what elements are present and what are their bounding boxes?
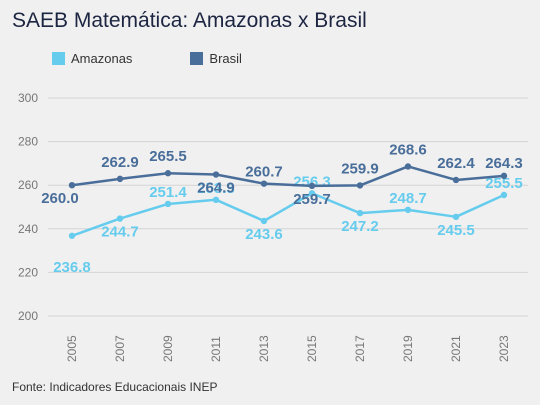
data-point-amazonas-2007 — [116, 215, 124, 222]
legend-label-brasil: Brasil — [209, 51, 242, 66]
x-tick-label-2021: 2021 — [449, 335, 463, 362]
x-tick-label-2005: 2005 — [65, 335, 79, 362]
data-point-amazonas-2013 — [260, 217, 268, 225]
x-tick-label-2023: 2023 — [497, 335, 511, 362]
y-tick-label-280: 280 — [18, 135, 38, 149]
data-label-amazonas-2023: 255.5 — [485, 175, 523, 192]
y-tick-label-220: 220 — [18, 265, 38, 279]
data-label-brasil-2017: 259.9 — [341, 160, 379, 177]
data-point-brasil-2013 — [260, 180, 268, 187]
data-label-brasil-2009: 265.5 — [149, 148, 187, 165]
data-label-amazonas-2013: 243.6 — [245, 226, 283, 243]
data-label-amazonas-2007: 244.7 — [101, 224, 139, 241]
chart-legend: Amazonas Brasil — [52, 51, 300, 66]
data-point-amazonas-2017 — [356, 209, 364, 217]
data-label-amazonas-2009: 251.4 — [149, 184, 187, 201]
legend-item-brasil[interactable]: Brasil — [190, 51, 242, 66]
y-tick-label-260: 260 — [18, 178, 38, 192]
data-point-brasil-2009 — [164, 170, 172, 177]
legend-swatch-brasil — [190, 52, 204, 65]
data-label-amazonas-2019: 248.7 — [389, 190, 427, 207]
data-point-brasil-2005 — [68, 182, 76, 189]
data-point-brasil-2021 — [452, 176, 460, 184]
data-point-brasil-2011 — [212, 171, 220, 178]
data-point-brasil-2023 — [500, 172, 508, 180]
data-point-amazonas-2019 — [404, 206, 412, 214]
data-label-brasil-2011: 264.9 — [197, 180, 235, 197]
y-tick-label-240: 240 — [18, 222, 38, 236]
x-tick-label-2011: 2011 — [209, 336, 223, 362]
data-point-brasil-2007 — [116, 175, 124, 183]
data-point-amazonas-2005 — [68, 232, 76, 239]
data-point-brasil-2017 — [356, 182, 364, 189]
y-tick-label-200: 200 — [18, 309, 38, 323]
legend-item-amazonas[interactable]: Amazonas — [52, 51, 132, 66]
x-tick-label-2007: 2007 — [113, 335, 127, 362]
x-tick-label-2019: 2019 — [401, 335, 415, 362]
series-line-brasil — [71, 165, 505, 188]
data-point-amazonas-2015 — [308, 190, 316, 197]
data-point-brasil-2015 — [308, 182, 316, 190]
data-label-brasil-2013: 260.7 — [245, 164, 283, 181]
x-tick-label-2009: 2009 — [161, 335, 175, 362]
data-point-amazonas-2009 — [164, 200, 172, 208]
data-label-brasil-2007: 262.9 — [101, 154, 139, 171]
x-tick-label-2015: 2015 — [305, 335, 319, 362]
x-tick-label-2017: 2017 — [353, 335, 367, 362]
source-note: Fonte: Indicadores Educacionais INEP — [12, 380, 218, 394]
x-tick-label-2013: 2013 — [257, 335, 271, 362]
data-label-amazonas-2017: 247.2 — [341, 218, 379, 235]
series-line-amazonas — [71, 192, 505, 237]
data-label-amazonas-2005: 236.8 — [53, 259, 91, 276]
data-label-brasil-2021: 262.4 — [437, 155, 475, 172]
y-tick-label-300: 300 — [18, 91, 38, 105]
legend-label-amazonas: Amazonas — [71, 51, 133, 66]
data-point-amazonas-2023 — [500, 191, 508, 199]
data-point-brasil-2019 — [404, 163, 412, 170]
data-label-brasil-2019: 268.6 — [389, 141, 427, 158]
data-label-amazonas-2011: 253.3 — [197, 180, 235, 197]
data-label-brasil-2005: 260.0 — [41, 190, 79, 207]
chart-title: SAEB Matemática: Amazonas x Brasil — [12, 9, 367, 32]
legend-swatch-amazonas — [52, 52, 65, 65]
data-label-brasil-2023: 264.3 — [485, 155, 523, 172]
data-point-amazonas-2011 — [212, 196, 220, 204]
data-point-amazonas-2021 — [452, 213, 460, 221]
data-label-amazonas-2021: 245.5 — [437, 222, 475, 239]
data-label-brasil-2015: 259.7 — [293, 191, 331, 208]
